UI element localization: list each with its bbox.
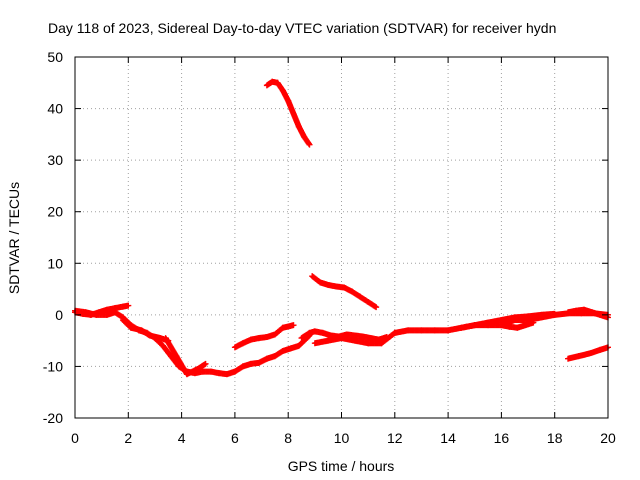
chart-title: Day 118 of 2023, Sidereal Day-to-day VTE… <box>48 20 556 36</box>
data-point <box>125 302 132 309</box>
y-tick-label: 10 <box>47 255 63 271</box>
y-tick-label: -20 <box>43 410 63 426</box>
data-point <box>551 310 558 317</box>
tick-marks <box>74 56 609 419</box>
x-tick-label: 18 <box>547 430 563 446</box>
series-arc-7 <box>263 78 313 148</box>
data-point <box>530 319 537 326</box>
x-tick-label: 0 <box>71 430 79 446</box>
grid-lines <box>75 57 608 418</box>
series-arc-14 <box>565 344 611 362</box>
x-tick-label: 6 <box>231 430 239 446</box>
series-arc-12 <box>498 319 537 331</box>
x-tick-label: 12 <box>387 430 403 446</box>
x-tick-label: 20 <box>600 430 616 446</box>
y-tick-label: 0 <box>55 307 63 323</box>
series-arc-11 <box>458 310 558 331</box>
x-tick-label: 14 <box>440 430 456 446</box>
y-tick-label: 20 <box>47 204 63 220</box>
series-arc-5 <box>231 322 297 351</box>
y-tick-label: 50 <box>47 49 63 65</box>
data-point <box>202 360 209 367</box>
data-point <box>373 304 380 311</box>
data-points <box>72 78 611 378</box>
series-arc-4 <box>162 335 209 378</box>
y-tick-label: -10 <box>43 358 63 374</box>
data-point <box>306 141 313 148</box>
series-arc-8 <box>309 273 380 311</box>
x-tick-label: 2 <box>124 430 132 446</box>
x-tick-label: 8 <box>284 430 292 446</box>
data-point <box>290 322 297 329</box>
x-tick-label: 16 <box>494 430 510 446</box>
y-tick-label: 30 <box>47 152 63 168</box>
x-tick-label: 10 <box>334 430 350 446</box>
y-tick-label: 40 <box>47 101 63 117</box>
x-axis-label: GPS time / hours <box>288 458 395 474</box>
x-tick-label: 4 <box>178 430 186 446</box>
y-axis-label: SDTVAR / TECUs <box>6 182 22 294</box>
series-arc-13 <box>565 306 611 321</box>
